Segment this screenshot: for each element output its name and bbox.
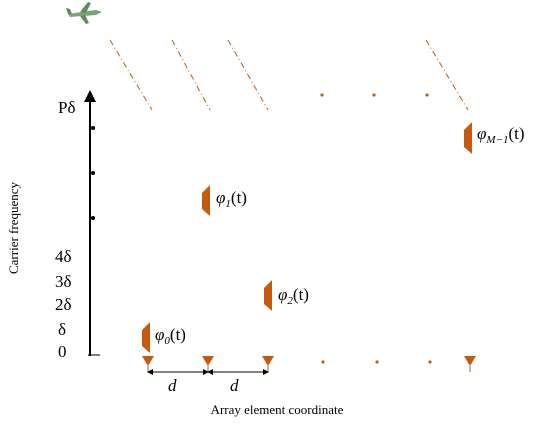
phase-block xyxy=(264,280,272,311)
phase-label: φM−1(t) xyxy=(477,124,525,146)
wave-line xyxy=(228,40,268,110)
wave-line xyxy=(172,40,210,110)
phase-label: φ1(t) xyxy=(216,188,247,210)
phase-blocks xyxy=(142,122,472,353)
wave-line xyxy=(110,40,152,110)
phase-block xyxy=(142,322,150,353)
wavefronts xyxy=(110,40,468,110)
antenna-element xyxy=(464,356,476,366)
y-axis-label: Carrier frequency xyxy=(6,181,21,274)
tick-label: 2δ xyxy=(55,295,72,314)
x-axis-label: Array element coordinate xyxy=(211,402,344,417)
antenna-element xyxy=(142,356,154,366)
tick-label: 0 xyxy=(58,342,67,361)
axis-ellipsis xyxy=(91,126,95,220)
array-elements xyxy=(142,356,476,372)
spacing-label: d xyxy=(168,376,177,395)
tick-label: 4δ xyxy=(55,247,72,266)
wave-line xyxy=(426,40,468,110)
page: {"axis": {"y_label": "Carrier frequency"… xyxy=(0,0,539,428)
phase-label: φ0(t) xyxy=(155,325,186,347)
phase-block xyxy=(202,185,210,216)
spacing-label: d xyxy=(230,376,239,395)
antenna-element xyxy=(262,356,274,366)
wave-ellipsis xyxy=(320,93,428,96)
tick-label: 3δ xyxy=(55,272,72,291)
phase-block xyxy=(464,122,472,154)
phase-label: φ2(t) xyxy=(278,285,309,307)
tick-label: Pδ xyxy=(58,98,75,117)
tick-label: δ xyxy=(58,320,66,339)
antenna-element xyxy=(202,356,214,366)
diagram: Pδ 4δ 3δ 2δ δ 0 Carrier frequency d d Ar… xyxy=(0,0,539,428)
airplane-icon xyxy=(66,2,102,24)
